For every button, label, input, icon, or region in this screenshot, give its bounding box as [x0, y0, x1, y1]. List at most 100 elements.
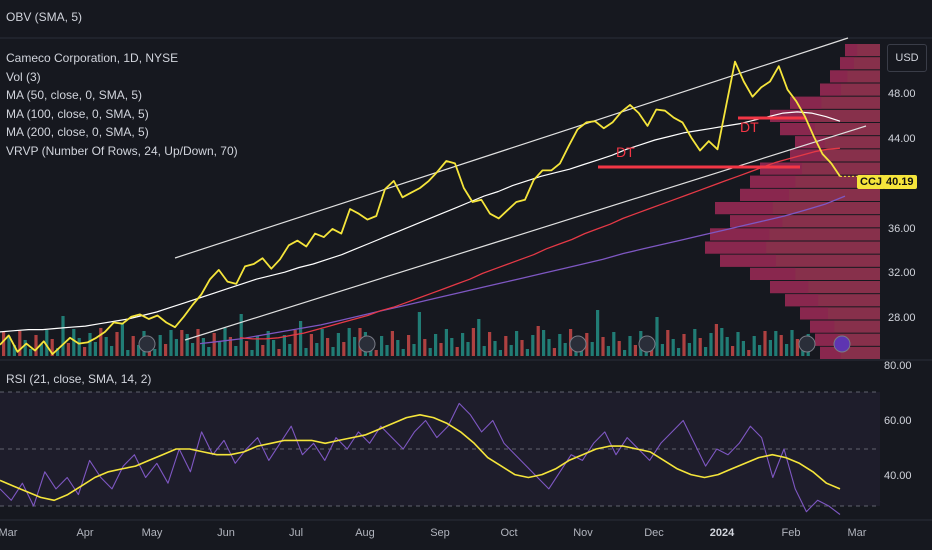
volume-bar	[736, 332, 740, 356]
x-tick-label: Dec	[644, 527, 664, 539]
volume-bar	[342, 342, 346, 356]
volume-bar	[45, 330, 49, 356]
event-marker	[138, 335, 156, 353]
volume-bar	[585, 333, 589, 356]
volume-bar	[417, 312, 421, 356]
currency-button[interactable]: USD	[887, 44, 927, 72]
x-tick-label: Mar	[847, 527, 867, 539]
volume-bar	[153, 349, 157, 356]
volume-bar	[23, 340, 27, 356]
volume-bar	[39, 344, 43, 356]
rsi-tick-label: 60.00	[884, 415, 912, 427]
volume-bar	[714, 324, 718, 356]
volume-bar	[272, 340, 276, 356]
volume-bar	[558, 334, 562, 356]
volume-bar	[261, 345, 265, 356]
y-tick-label: 48.00	[888, 88, 916, 100]
vrvp-bar-down	[705, 241, 767, 254]
volume-bar	[509, 345, 513, 356]
volume-bar	[590, 342, 594, 356]
vrvp-bar-down	[810, 320, 835, 333]
legend-ma100[interactable]: MA (100, close, 0, SMA, 5)	[6, 106, 149, 121]
legend-vol[interactable]: Vol (3)	[6, 69, 41, 84]
volume-bar	[709, 333, 713, 356]
volume-bar	[320, 329, 324, 356]
legend-ma50[interactable]: MA (50, close, 0, SMA, 5)	[6, 88, 143, 102]
volume-bar	[671, 339, 675, 356]
volume-bar	[83, 347, 87, 356]
volume-bar	[277, 349, 281, 356]
vrvp-bar-down	[820, 346, 841, 359]
volume-bar	[752, 336, 756, 356]
rsi-legend: RSI (21, close, SMA, 14, 2)	[6, 370, 151, 389]
volume-bar	[520, 340, 524, 356]
volume-bar	[61, 316, 65, 356]
vrvp-bar-down	[710, 228, 770, 241]
volume-bar	[212, 333, 216, 356]
volume-bar	[693, 329, 697, 356]
volume-bar	[174, 339, 178, 356]
volume-bar	[374, 350, 378, 356]
rsi-title[interactable]: RSI (21, close, SMA, 14, 2)	[6, 372, 152, 386]
volume-bar	[785, 344, 789, 356]
volume-bar	[779, 335, 783, 356]
volume-bar	[191, 343, 195, 356]
x-tick-label: Jul	[288, 527, 304, 539]
y-tick-label: 44.00	[888, 133, 916, 145]
volume-bar	[504, 336, 508, 356]
volume-bar	[137, 345, 141, 356]
x-tick-label: 2024	[709, 527, 735, 539]
legend-ma200[interactable]: MA (200, close, 0, SMA, 5)	[6, 125, 149, 139]
volume-bar	[488, 332, 492, 356]
volume-bar	[110, 346, 114, 356]
volume-bar	[164, 344, 168, 356]
volume-bar	[731, 346, 735, 356]
last-price-tag: 40.19	[883, 175, 917, 189]
volume-bar	[120, 323, 124, 356]
volume-bar	[50, 339, 54, 356]
volume-bar	[18, 331, 22, 356]
volume-bar	[34, 335, 38, 356]
event-marker	[358, 335, 376, 353]
vrvp-bar-down	[820, 83, 841, 96]
x-tick-label: Aug	[355, 527, 375, 539]
volume-bar	[439, 343, 443, 356]
volume-bar	[115, 332, 119, 356]
ticker-tag: CCJ	[857, 175, 886, 189]
volume-bar	[428, 348, 432, 356]
vrvp-bar-down	[770, 281, 809, 294]
x-tick-label: May	[141, 527, 163, 539]
volume-bar	[633, 345, 637, 356]
volume-bar	[547, 339, 551, 356]
ma200-line	[199, 195, 846, 345]
vrvp-bar-down	[730, 215, 783, 228]
volume-bar	[536, 326, 540, 356]
obv-title: OBV (SMA, 5)	[6, 10, 83, 24]
legend-vrvp[interactable]: VRVP (Number Of Rows, 24, Up/Down, 70)	[6, 143, 238, 158]
volume-bar	[196, 329, 200, 356]
event-marker	[798, 335, 816, 353]
volume-bar	[12, 345, 16, 356]
symbol-title[interactable]: Cameco Corporation, 1D, NYSE	[6, 51, 179, 65]
volume-bar	[747, 350, 751, 356]
dt-annotation: DT	[740, 119, 759, 135]
volume-bar	[531, 335, 535, 356]
volume-bar	[288, 344, 292, 356]
volume-bar	[185, 334, 189, 356]
volume-bar	[471, 328, 475, 356]
volume-bar	[687, 343, 691, 356]
x-tick-label: Sep	[430, 527, 450, 539]
volume-bar	[250, 350, 254, 356]
volume-bar	[326, 338, 330, 356]
volume-bar	[401, 349, 405, 356]
volume-bar	[498, 350, 502, 356]
volume-bar	[228, 337, 232, 356]
y-tick-label: 32.00	[888, 267, 916, 279]
volume-bar	[482, 346, 486, 356]
volume-bar	[169, 330, 173, 356]
volume-bar	[493, 341, 497, 356]
event-marker	[833, 335, 851, 353]
vrvp-bar-down	[830, 70, 848, 83]
volume-bar	[682, 334, 686, 356]
